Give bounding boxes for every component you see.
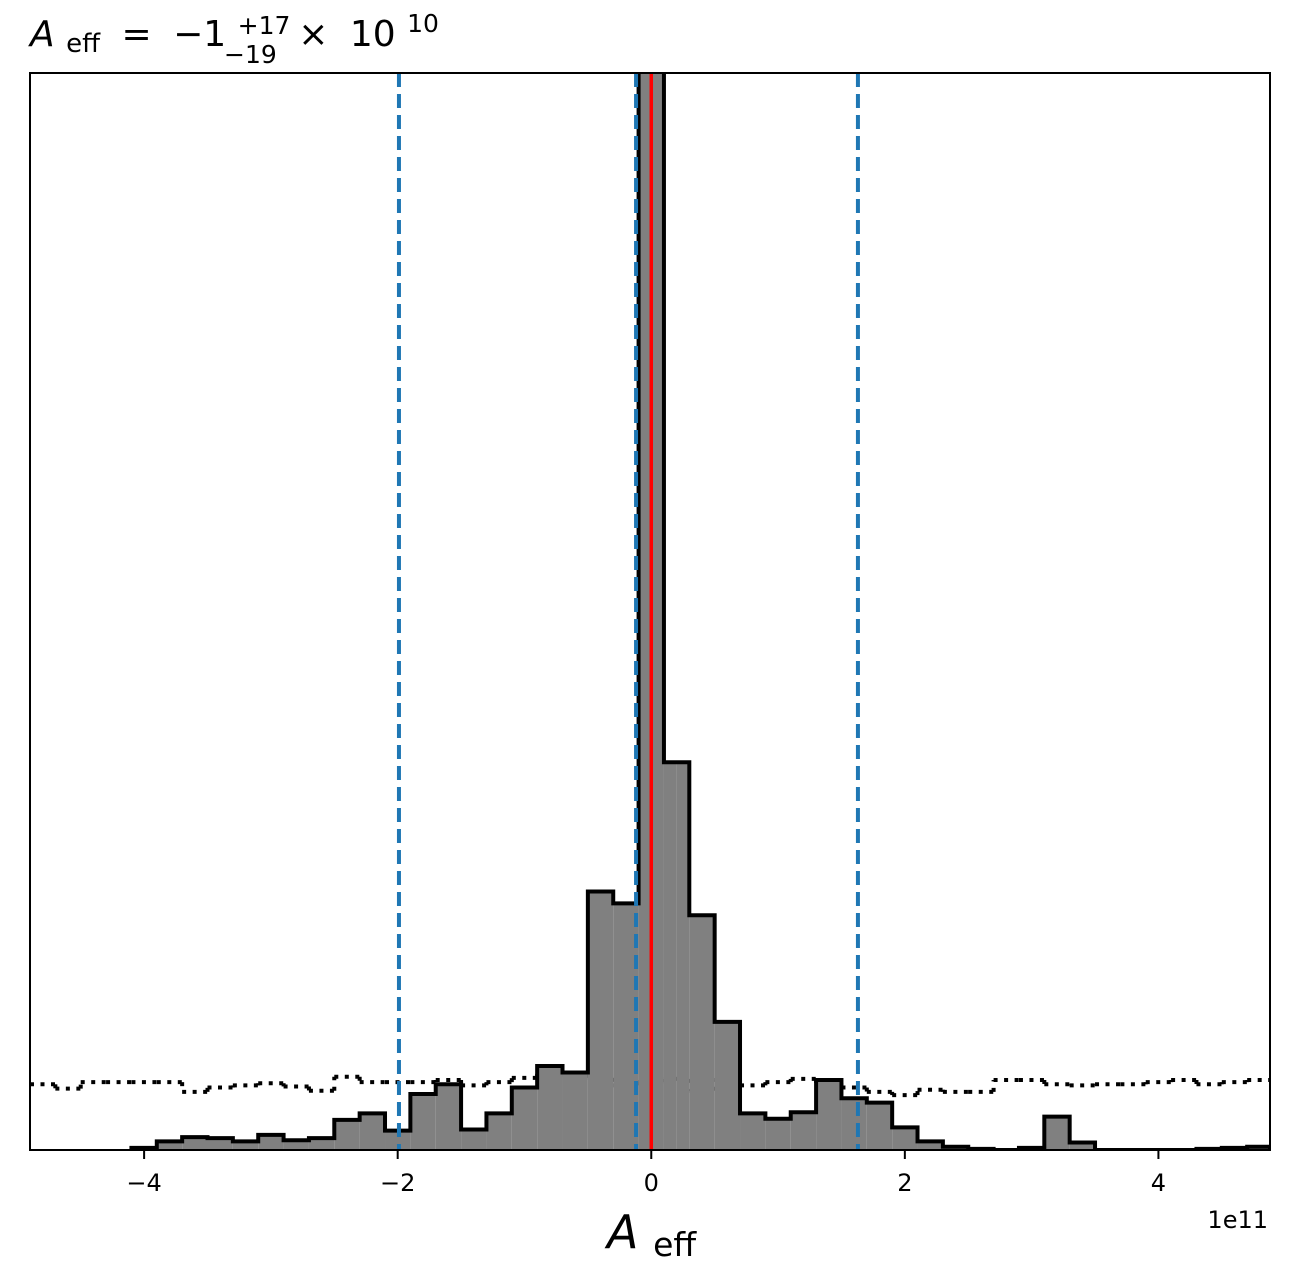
histogram-bar	[207, 1138, 233, 1150]
title-exponent: 10	[407, 9, 439, 38]
title-times: ×	[298, 14, 328, 55]
histogram-bar	[435, 1084, 462, 1150]
histogram-bar	[385, 1130, 411, 1150]
histogram-bar	[486, 1113, 512, 1150]
histogram-bar	[765, 1118, 791, 1150]
title-upper-error: +17	[238, 11, 291, 40]
x-axis-label-symbol: A	[604, 1205, 638, 1259]
x-tick-label: 2	[897, 1169, 912, 1197]
histogram-bar	[676, 762, 690, 1150]
histogram-bar	[1044, 1116, 1070, 1150]
histogram-bar	[663, 762, 677, 1150]
histogram-bar	[537, 1065, 563, 1150]
histogram-bar	[461, 1129, 487, 1150]
histogram-bar	[511, 1087, 538, 1150]
histogram-bar	[917, 1141, 943, 1150]
histogram-bar	[841, 1098, 867, 1150]
title-value: −1	[173, 14, 226, 55]
histogram-bar	[258, 1134, 284, 1150]
posterior-histogram	[129, 73, 1270, 1150]
x-tick-label: −4	[126, 1169, 161, 1197]
title-lower-error: −19	[224, 40, 277, 69]
histogram-bar	[689, 915, 715, 1150]
histogram-bar	[740, 1113, 766, 1150]
histogram-bar	[714, 1021, 741, 1150]
histogram-bar	[156, 1141, 183, 1150]
histogram-bar	[816, 1079, 842, 1150]
histogram-bar	[651, 73, 664, 1150]
histogram-bar	[562, 1072, 588, 1150]
histogram-bar	[232, 1141, 259, 1150]
x-tick-label: −2	[380, 1169, 415, 1197]
axes-frame	[29, 72, 1271, 1151]
plot-area	[30, 73, 1270, 1150]
histogram-bar	[308, 1138, 335, 1150]
title-equals: =	[121, 14, 151, 55]
x-tick-label: 4	[1151, 1169, 1166, 1197]
histogram-bar	[638, 73, 652, 1150]
histogram-bar	[1069, 1142, 1096, 1150]
histogram-bar	[892, 1127, 918, 1150]
x-tick-label: 0	[644, 1169, 659, 1197]
title-symbol-sub: eff	[66, 29, 101, 59]
title-symbol: A	[28, 14, 55, 55]
histogram-bar	[866, 1102, 893, 1150]
prior-histogram	[30, 1070, 1270, 1098]
histogram-bar	[587, 891, 614, 1150]
histogram-bar	[283, 1140, 309, 1150]
histogram-bar	[334, 1119, 360, 1150]
x-axis-ticks: −4 −2 0 2 4	[126, 1150, 1166, 1197]
chart-title: A eff = −1 +17 −19 × 10 10	[28, 2, 439, 72]
x-offset-label: 1e11	[1207, 1206, 1268, 1234]
histogram-bar	[182, 1137, 208, 1150]
title-base: 10	[350, 14, 396, 55]
histogram-bar	[790, 1112, 817, 1150]
histogram-bar	[359, 1113, 386, 1150]
x-axis-label: A eff	[604, 1205, 697, 1264]
reference-lines	[396, 73, 860, 1150]
histogram-outline	[129, 73, 1270, 1150]
histogram-bar	[410, 1093, 436, 1150]
x-axis-label-sub: eff	[653, 1225, 697, 1264]
